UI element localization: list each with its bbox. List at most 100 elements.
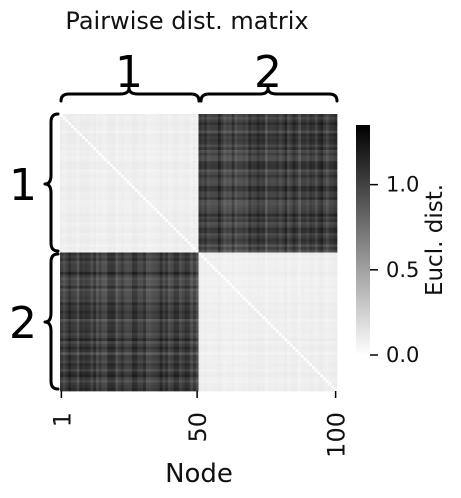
heatmap-cell [289,246,294,251]
heatmap-cell [273,169,277,173]
heatmap-cell [256,235,260,239]
heatmap-cell [245,188,249,192]
heatmap-cell [215,246,219,251]
heatmap-cell [65,208,69,212]
heatmap-cell [289,150,294,154]
heatmap-cell [151,210,155,215]
heatmap-cell [165,133,169,137]
heatmap-cell [104,138,108,143]
heatmap-cell [287,222,291,226]
heatmap-cell [190,141,194,145]
heatmap-cell [270,130,274,134]
heatmap-cell [217,180,222,184]
heatmap-cell [287,116,291,120]
heatmap-cell [87,205,91,209]
heatmap-cell [140,114,144,118]
heatmap-cell [323,213,327,217]
heatmap-cell [204,161,208,165]
heatmap-cell [242,161,246,165]
heatmap-cell [273,249,277,253]
heatmap-cell [62,224,66,228]
heatmap-cell [284,130,288,134]
heatmap-cell [267,199,271,203]
heatmap-cell [320,216,324,220]
heatmap-cell [284,116,288,120]
heatmap-cell [173,116,177,120]
heatmap-cell [276,241,280,245]
heatmap-cell [62,188,66,192]
heatmap-cell [259,125,263,129]
heatmap-cell [276,199,280,203]
heatmap-cell [317,222,321,226]
heatmap-cell [295,155,299,159]
heatmap-cell [309,222,313,226]
heatmap-cell [270,224,274,228]
heatmap-cell [334,224,338,228]
heatmap-cell [309,202,313,206]
heatmap-cell [306,122,310,126]
heatmap-cell [253,127,258,131]
heatmap-cell [223,191,227,195]
heatmap-cell [87,213,91,217]
heatmap-cell [71,244,75,248]
heatmap-cell [154,183,158,187]
heatmap-cell [140,213,144,217]
heatmap-cell [245,194,249,198]
heatmap-cell [231,216,235,220]
heatmap-cell [217,246,222,251]
heatmap-cell [212,155,216,159]
heatmap-cell [240,241,244,245]
heatmap-cell [237,144,241,148]
heatmap-cell [242,166,246,170]
heatmap-cell [123,163,127,167]
heatmap-cell [201,114,205,118]
heatmap-cell [284,152,288,156]
heatmap-cell [90,216,94,220]
heatmap-cell [281,188,285,192]
heatmap-cell [82,202,86,206]
heatmap-cell [240,152,244,156]
heatmap-cell [267,152,271,156]
heatmap-cell [84,116,89,120]
heatmap-cell [262,222,266,226]
heatmap-cell [323,249,327,253]
heatmap-cell [137,114,141,118]
heatmap-cell [328,202,332,206]
heatmap-cell [306,114,310,118]
heatmap-cell [298,152,302,156]
heatmap-cell [107,194,111,198]
heatmap-cell [220,174,224,179]
heatmap-cell [159,233,163,237]
heatmap-cell [156,172,161,176]
heatmap-cell [270,238,274,242]
heatmap-cell [87,133,91,137]
heatmap-cell [206,216,210,220]
heatmap-cell [306,249,310,253]
heatmap-cell [259,244,263,248]
heatmap-cell [140,249,144,253]
heatmap-cell [76,216,80,220]
heatmap-cell [320,127,324,131]
heatmap-cell [87,127,91,131]
heatmap-cell [87,161,91,165]
heatmap-cell [156,180,161,184]
heatmap-cell [276,216,280,220]
heatmap-cell [292,130,296,134]
heatmap-cell [143,158,147,162]
heatmap-cell [68,177,72,181]
heatmap-cell [184,133,188,137]
heatmap-cell [120,199,125,203]
heatmap-cell [226,205,230,209]
heatmap-cell [278,138,282,143]
heatmap-cell [87,141,91,145]
heatmap-cell [101,216,105,220]
heatmap-cell [118,152,122,156]
heatmap-cell [154,172,158,176]
heatmap-cell [303,249,307,253]
heatmap-cell [107,222,111,226]
heatmap-cell [300,161,305,165]
heatmap-cell [281,114,285,118]
heatmap-cell [71,114,75,118]
heatmap-cell [237,166,241,170]
heatmap-cell [217,188,222,192]
